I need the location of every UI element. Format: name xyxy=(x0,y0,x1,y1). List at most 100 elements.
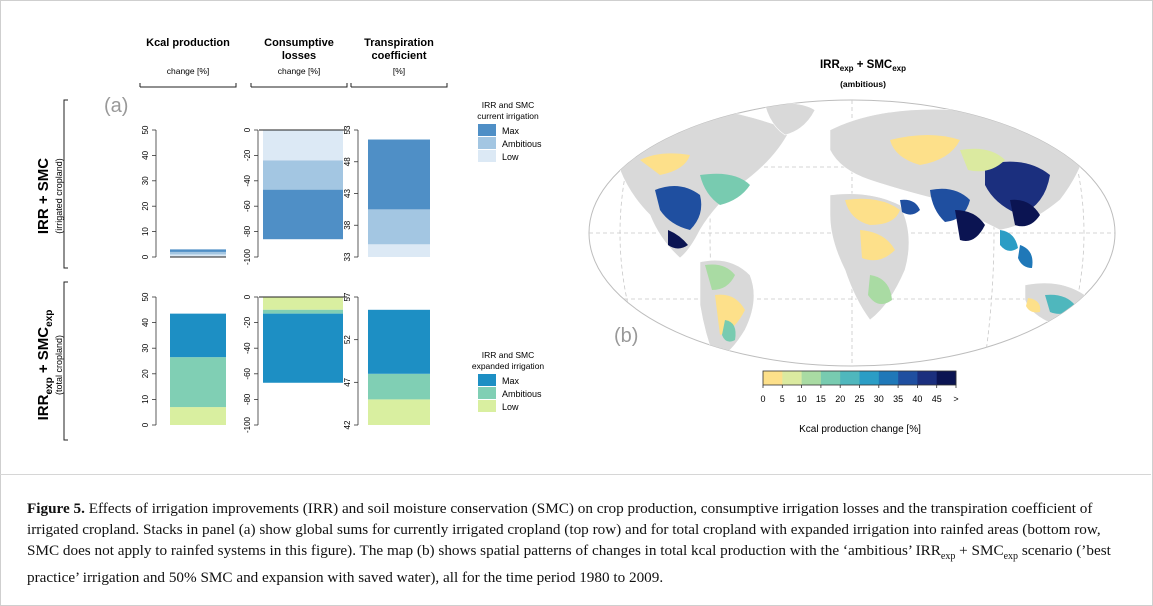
column-header-title: Consumptive xyxy=(264,37,334,49)
bar-segment-low xyxy=(170,407,226,425)
y-tick-label: 20 xyxy=(141,201,150,210)
y-tick-label: 50 xyxy=(141,292,150,301)
y-tick-label: 20 xyxy=(141,369,150,378)
row-label-sub: (total cropland) xyxy=(54,335,64,395)
y-tick-label: -100 xyxy=(243,416,252,433)
column-header-title: losses xyxy=(282,50,316,62)
legend-label: Max xyxy=(502,376,520,386)
y-tick-label: 10 xyxy=(141,227,150,236)
map-graticule xyxy=(589,100,1115,366)
legend-title: expanded irrigation xyxy=(472,361,545,371)
figure-5-graphic: Kcal production change [%] Consumptiveloss… xyxy=(35,37,1116,441)
y-tick-label: -60 xyxy=(243,367,252,379)
colorbar: 0 5 10 15 20 25 30 35 40 45 > xyxy=(760,370,959,404)
panel-a-label: (a) xyxy=(104,95,128,117)
bar-segment-max xyxy=(170,249,226,252)
colorbar-tick-label: 40 xyxy=(912,394,922,404)
row-labels: IRR + SMC (irrigated cropland) IRRexp + SM… xyxy=(35,99,68,441)
bar-segment-ambitious xyxy=(170,251,226,255)
caption-separator xyxy=(0,474,1151,475)
colorbar-tick-label: 45 xyxy=(932,394,942,404)
column-header-subtitle: change [%] xyxy=(278,66,321,76)
legend-label: Low xyxy=(502,402,519,412)
legend-label: Ambitious xyxy=(502,139,542,149)
row-bracket xyxy=(63,99,68,269)
bar-panels: 0 10 20 30 40 50 0 -20 -40 -60 -80 -100 33 38 43 48 53 0 1… xyxy=(141,125,430,433)
bar-segment-max xyxy=(368,309,430,374)
legend-swatch-low xyxy=(478,400,496,412)
legend-swatch-ambitious xyxy=(478,387,496,399)
map-data-overlay xyxy=(640,135,1075,342)
colorbar-segment xyxy=(840,371,860,385)
y-tick-label: 30 xyxy=(141,176,150,185)
legend-title: IRR and SMC xyxy=(482,350,534,360)
y-tick-label: -100 xyxy=(243,248,252,265)
y-tick-label: -40 xyxy=(243,174,252,186)
y-tick-label: -60 xyxy=(243,200,252,212)
colorbar-tick-label: 35 xyxy=(893,394,903,404)
legend-swatch-ambitious xyxy=(478,137,496,149)
bar-panel-kcal-current: 0 10 20 30 40 50 xyxy=(141,125,226,259)
legend-swatch-max xyxy=(478,124,496,136)
bar-panel-transp-expanded: 42 47 52 57 xyxy=(343,292,430,429)
legend-label: Ambitious xyxy=(502,389,542,399)
y-tick-label: 50 xyxy=(141,125,150,134)
colorbar-tick-label: 15 xyxy=(816,394,826,404)
y-tick-label: -80 xyxy=(243,225,252,237)
column-bracket xyxy=(250,83,348,88)
row-label: IRRexp + SMCexp(total cropland) xyxy=(35,310,64,421)
map-subtitle: (ambitious) xyxy=(840,79,886,89)
panel-b-label: (b) xyxy=(614,325,638,347)
caption-text: Effects of irrigation improvements (IRR)… xyxy=(27,500,1111,587)
colorbar-label: Kcal production change [%] xyxy=(799,424,921,435)
bar-segment-low xyxy=(263,297,343,310)
bar-panel-losses-current: 0 -20 -40 -60 -80 -100 xyxy=(243,127,347,265)
y-tick-label: -40 xyxy=(243,342,252,354)
legends: IRR and SMC current irrigation Max Ambitiou… xyxy=(472,100,545,412)
legend-swatch-max xyxy=(478,374,496,386)
y-tick-label: 33 xyxy=(343,252,352,261)
bar-segment-low xyxy=(368,244,430,257)
y-tick-label: -20 xyxy=(243,149,252,161)
bar-segment-low xyxy=(368,399,430,425)
colorbar-segment xyxy=(898,371,918,385)
colorbar-tick-label: 30 xyxy=(874,394,884,404)
bar-segment-ambitious xyxy=(368,209,430,245)
y-tick-label: 48 xyxy=(343,157,352,166)
bar-segment-ambitious xyxy=(368,373,430,400)
y-tick-label: 0 xyxy=(141,422,150,427)
y-tick-label: 38 xyxy=(343,220,352,229)
colorbar-segment xyxy=(782,371,802,385)
row-label-sub: (irrigated cropland) xyxy=(54,158,64,234)
column-bracket xyxy=(139,83,237,88)
y-tick-label: 47 xyxy=(343,377,352,386)
colorbar-tick-label: 0 xyxy=(760,394,765,404)
bar-segment-max xyxy=(170,313,226,358)
y-tick-label: 0 xyxy=(141,254,150,259)
bar-panel-kcal-expanded: 0 10 20 30 40 50 xyxy=(141,292,226,427)
column-header-title: Kcal production xyxy=(146,37,230,49)
column-header-title: Transpiration xyxy=(364,37,434,49)
colorbar-segment xyxy=(801,371,822,385)
row-bracket xyxy=(63,281,68,441)
y-tick-label: 40 xyxy=(141,318,150,327)
y-tick-label: 42 xyxy=(343,420,352,429)
colorbar-tick-label: > xyxy=(953,394,958,404)
bar-segment-ambitious xyxy=(263,309,343,314)
colorbar-segment xyxy=(878,371,899,385)
legend-title: current irrigation xyxy=(477,111,539,121)
colorbar-tick-label: 20 xyxy=(835,394,845,404)
colorbar-tick-label: 10 xyxy=(797,394,807,404)
bar-panel-losses-expanded: 0 -20 -40 -60 -80 -100 xyxy=(243,294,347,433)
bar-segment-low xyxy=(263,130,343,161)
y-tick-label: 40 xyxy=(141,150,150,159)
map-title: IRRexp + SMCexp xyxy=(820,59,906,73)
colorbar-tick-label: 5 xyxy=(780,394,785,404)
colorbar-tick-label: 25 xyxy=(854,394,864,404)
column-header-subtitle: [%] xyxy=(393,66,405,76)
y-tick-label: 30 xyxy=(141,343,150,352)
row-label-main: IRR + SMC xyxy=(35,158,52,234)
row-label-main: IRRexp + SMCexp xyxy=(35,310,55,421)
y-tick-label: 43 xyxy=(343,189,352,198)
y-tick-label: -20 xyxy=(243,316,252,328)
